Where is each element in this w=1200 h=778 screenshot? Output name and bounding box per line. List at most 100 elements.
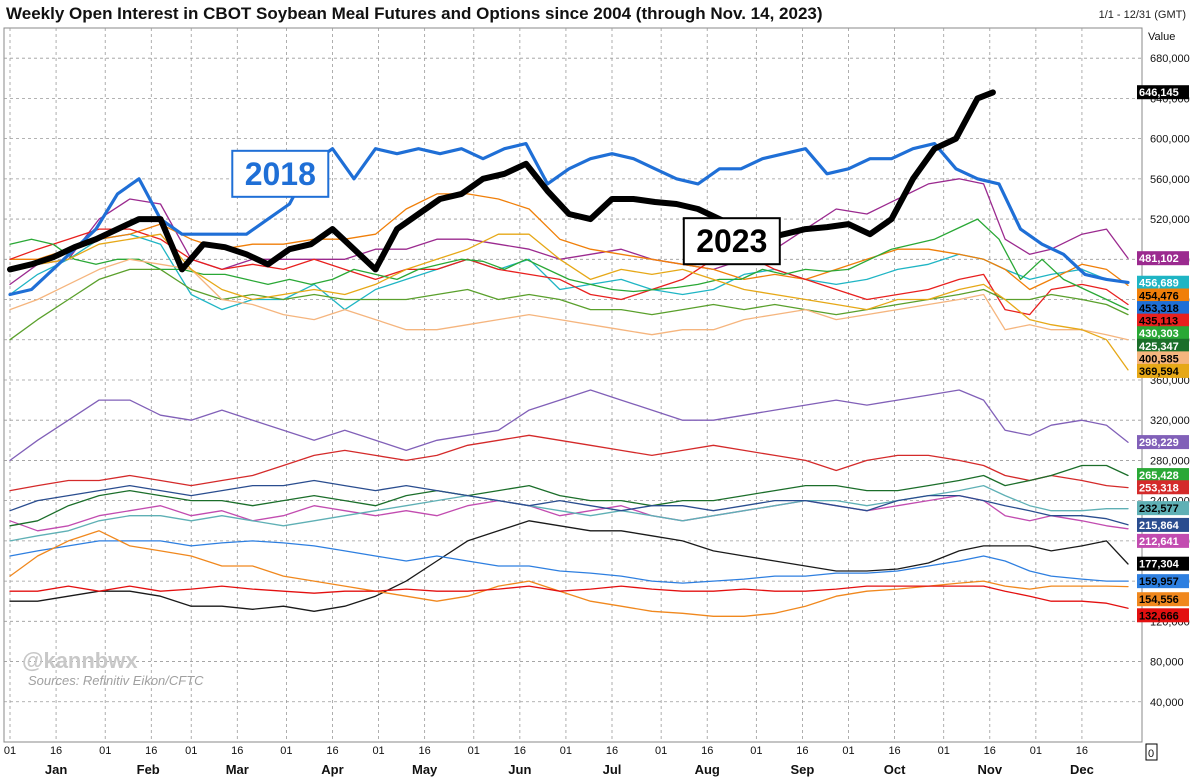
month-label: May: [412, 762, 438, 777]
month-label: Mar: [226, 762, 249, 777]
value-label: 253,318: [1139, 482, 1179, 494]
y-tick-label: 680,000: [1150, 53, 1190, 65]
value-label: 232,577: [1139, 503, 1179, 515]
zero-label-box: [1145, 743, 1158, 761]
value-label-bg: [1137, 608, 1189, 623]
series-line: [9, 530, 1129, 617]
series-line: [9, 228, 1129, 316]
x-tick-label: 16: [796, 745, 808, 757]
y-tick-label: 360,000: [1150, 375, 1190, 387]
series-line: [9, 268, 1129, 341]
value-label-bg: [1137, 533, 1189, 548]
value-label: 132,666: [1139, 610, 1179, 622]
month-label: Sep: [791, 762, 815, 777]
value-label: 298,229: [1139, 437, 1179, 449]
y-tick-label: 280,000: [1150, 455, 1190, 467]
value-label-bg: [1137, 288, 1189, 303]
x-tick-label: 16: [50, 745, 62, 757]
x-tick-label: 01: [468, 745, 480, 757]
y-tick-label: 520,000: [1150, 214, 1190, 226]
month-label: Oct: [884, 762, 906, 777]
series-line: [9, 464, 1129, 527]
x-tick-label: 16: [984, 745, 996, 757]
value-label-bg: [1137, 592, 1189, 607]
value-label-bg: [1137, 435, 1189, 450]
annotations: 2018 2023: [231, 149, 781, 266]
x-tick-label: 16: [701, 745, 713, 757]
value-label: 265,428: [1139, 470, 1179, 482]
watermark-text: @kannbwx: [22, 648, 138, 673]
plot-background: [3, 27, 1143, 743]
value-label: 425,347: [1139, 341, 1179, 353]
value-label-bg: [1137, 351, 1189, 366]
value-label-bg: [1137, 574, 1189, 589]
annotation-label: 2023: [696, 223, 767, 259]
source-text: Sources: Refinitiv Eikon/CFTC: [28, 673, 204, 688]
month-label: Jan: [45, 762, 67, 777]
series-line: [9, 540, 1129, 584]
series-line: [9, 479, 1129, 526]
x-tick-label: 16: [145, 745, 157, 757]
x-tick-label: 16: [606, 745, 618, 757]
x-tick-label: 01: [4, 745, 16, 757]
y-axis-title: Value: [1148, 31, 1175, 43]
y-tick-label: 600,000: [1150, 134, 1190, 146]
value-label: 400,585: [1139, 353, 1179, 365]
value-label: 646,145: [1139, 87, 1179, 99]
value-label: 159,957: [1139, 576, 1179, 588]
x-tick-label: 16: [231, 745, 243, 757]
value-label-bg: [1137, 301, 1189, 316]
value-label-bg: [1137, 480, 1189, 495]
series-line: [9, 484, 1129, 542]
value-label-bg: [1137, 363, 1189, 378]
month-label: Apr: [321, 762, 343, 777]
series-line: [9, 233, 1129, 371]
value-label: 154,556: [1139, 594, 1179, 606]
x-tick-label: 16: [326, 745, 338, 757]
value-label: 369,594: [1139, 366, 1180, 378]
value-label-bg: [1137, 556, 1189, 571]
month-label: Dec: [1070, 762, 1094, 777]
value-label: 177,304: [1139, 559, 1180, 571]
x-tick-label: 01: [280, 745, 292, 757]
value-label: 454,476: [1139, 290, 1179, 302]
value-label-bg: [1137, 313, 1189, 328]
annotation-box: [682, 217, 781, 266]
x-tick-label: 16: [1076, 745, 1088, 757]
x-tick-label: 01: [560, 745, 572, 757]
x-tick-label: 01: [750, 745, 762, 757]
month-label: Feb: [137, 762, 160, 777]
series-group: [7, 89, 1130, 617]
series-line: [9, 434, 1129, 492]
series-line: [9, 258, 1129, 341]
value-label-bg: [1137, 275, 1189, 290]
value-label-bg: [1137, 326, 1189, 341]
annotation-box: [231, 149, 330, 198]
annotation-label: 2018: [245, 156, 316, 192]
value-label-bg: [1137, 85, 1189, 100]
value-label-bg: [1137, 517, 1189, 532]
value-label: 215,864: [1139, 520, 1180, 532]
y-tick-label: 40,000: [1150, 697, 1184, 709]
value-label-bg: [1137, 501, 1189, 516]
y-tick-label: 80,000: [1150, 657, 1184, 669]
x-tick-label: 01: [1030, 745, 1042, 757]
x-tick-label: 01: [655, 745, 667, 757]
value-label: 435,113: [1139, 316, 1178, 328]
series-line: [9, 585, 1129, 609]
value-label-bg: [1137, 468, 1189, 483]
y-tick-label: 320,000: [1150, 415, 1190, 427]
value-label: 430,303: [1139, 328, 1179, 340]
x-tick-label: 16: [888, 745, 900, 757]
x-tick-label: 01: [938, 745, 950, 757]
date-range-label: 1/1 - 12/31 (GMT): [1098, 9, 1186, 21]
month-label: Jun: [508, 762, 531, 777]
x-tick-label: 01: [842, 745, 854, 757]
series-line: [7, 89, 996, 273]
y-tick-label: 560,000: [1150, 174, 1190, 186]
zero-label: 0: [1148, 748, 1154, 760]
value-label: 481,102: [1139, 253, 1179, 265]
x-tick-label: 01: [99, 745, 111, 757]
series-line: [8, 142, 1130, 297]
